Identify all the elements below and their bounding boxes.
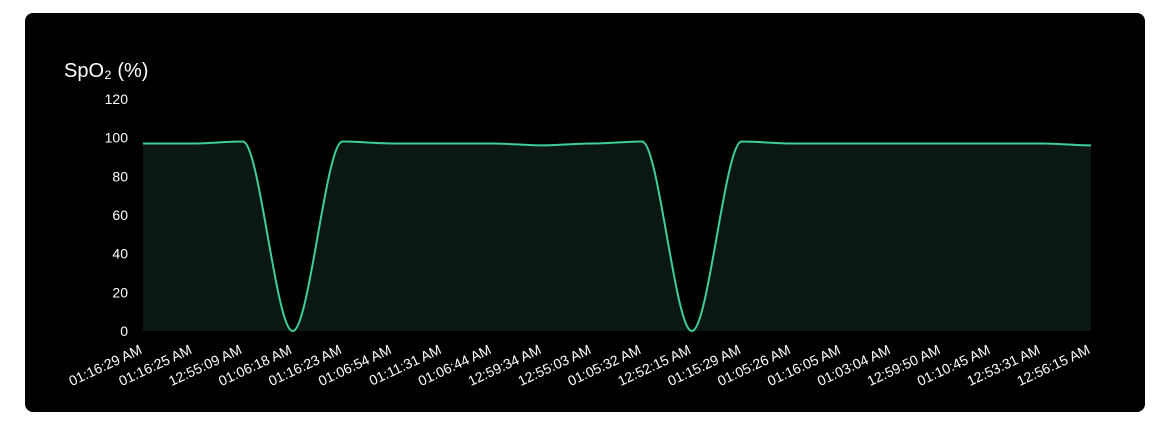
y-axis-ticks: 0 20 40 60 80 100 120 xyxy=(105,91,129,339)
chart-title: SpO₂ (%) xyxy=(64,60,149,82)
chart-card: SpO₂ (%) 0 20 40 60 80 100 120 01:16:29 AM 01:1… xyxy=(25,13,1145,412)
y-tick-label: 40 xyxy=(112,246,128,262)
y-tick-label: 100 xyxy=(105,130,129,146)
y-tick-label: 60 xyxy=(112,207,128,223)
series-line xyxy=(143,140,1092,333)
y-tick-label: 20 xyxy=(112,284,128,300)
y-tick-label: 120 xyxy=(105,91,129,107)
y-tick-label: 0 xyxy=(120,323,128,339)
series-area-fill xyxy=(143,141,1091,331)
y-tick-label: 80 xyxy=(112,168,128,184)
